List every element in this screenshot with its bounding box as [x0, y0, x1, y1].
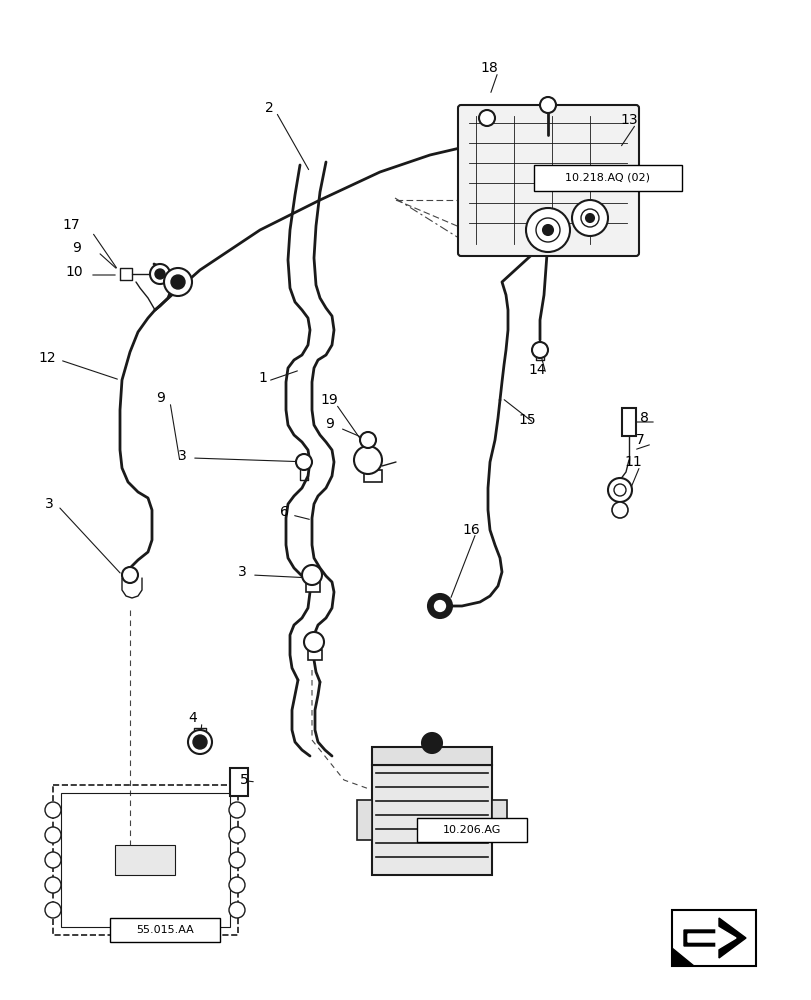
Text: 1: 1 — [258, 371, 267, 385]
Text: 10.206.AG: 10.206.AG — [442, 825, 500, 835]
Bar — [230, 768, 247, 796]
Circle shape — [611, 502, 627, 518]
Circle shape — [581, 209, 599, 227]
Circle shape — [45, 852, 61, 868]
Circle shape — [155, 269, 165, 279]
Text: 3: 3 — [178, 449, 187, 463]
Circle shape — [45, 902, 61, 918]
Circle shape — [45, 877, 61, 893]
Circle shape — [531, 342, 547, 358]
Bar — [491, 800, 506, 840]
Circle shape — [427, 594, 452, 618]
Circle shape — [122, 567, 138, 583]
Circle shape — [45, 827, 61, 843]
Circle shape — [229, 902, 245, 918]
Text: 2: 2 — [264, 101, 273, 115]
Bar — [417, 818, 526, 842]
Circle shape — [539, 97, 556, 113]
Text: 55.015.AA: 55.015.AA — [136, 925, 194, 935]
Text: 7: 7 — [635, 433, 644, 447]
Bar — [306, 582, 320, 592]
Bar — [534, 165, 681, 191]
Bar — [621, 408, 635, 436]
Text: 9: 9 — [324, 417, 333, 431]
Circle shape — [543, 225, 552, 235]
Circle shape — [586, 214, 594, 222]
Text: 4: 4 — [188, 711, 196, 725]
Bar — [672, 910, 755, 966]
Circle shape — [535, 218, 560, 242]
Text: 18: 18 — [479, 61, 497, 75]
Text: 13: 13 — [620, 113, 637, 127]
Circle shape — [302, 565, 322, 585]
FancyBboxPatch shape — [457, 105, 638, 256]
Bar — [307, 650, 322, 660]
Circle shape — [354, 446, 381, 474]
Bar — [371, 765, 491, 875]
Bar — [115, 845, 175, 875]
Circle shape — [229, 877, 245, 893]
Text: 6: 6 — [280, 505, 289, 519]
Circle shape — [571, 200, 607, 236]
Circle shape — [150, 264, 169, 284]
Bar — [363, 470, 381, 482]
Text: 17: 17 — [62, 218, 79, 232]
Circle shape — [229, 852, 245, 868]
Bar — [357, 800, 371, 840]
Circle shape — [526, 208, 569, 252]
Text: 15: 15 — [517, 413, 535, 427]
Text: 9: 9 — [72, 241, 81, 255]
Polygon shape — [687, 926, 735, 950]
Text: 10.218.AQ (02): 10.218.AQ (02) — [564, 173, 650, 183]
Circle shape — [188, 730, 212, 754]
Text: 19: 19 — [320, 393, 337, 407]
Text: 8: 8 — [639, 411, 648, 425]
Text: 9: 9 — [156, 391, 165, 405]
Text: 14: 14 — [527, 363, 545, 377]
Circle shape — [613, 484, 625, 496]
Bar — [61, 793, 230, 927]
Circle shape — [478, 110, 495, 126]
Text: 10: 10 — [65, 265, 83, 279]
Circle shape — [359, 432, 375, 448]
Text: 3: 3 — [45, 497, 54, 511]
Polygon shape — [672, 948, 693, 966]
Circle shape — [164, 268, 191, 296]
Circle shape — [171, 275, 185, 289]
Circle shape — [229, 827, 245, 843]
Text: 12: 12 — [38, 351, 56, 365]
Circle shape — [607, 478, 631, 502]
Circle shape — [229, 802, 245, 818]
Text: 16: 16 — [461, 523, 479, 537]
Bar — [371, 747, 491, 765]
Text: 11: 11 — [623, 455, 641, 469]
Text: 5: 5 — [240, 773, 248, 787]
Circle shape — [296, 454, 311, 470]
Circle shape — [303, 632, 324, 652]
Polygon shape — [683, 918, 745, 958]
Text: 3: 3 — [238, 565, 247, 579]
Circle shape — [432, 599, 446, 613]
Bar — [53, 785, 238, 935]
Circle shape — [193, 735, 207, 749]
Circle shape — [422, 733, 441, 753]
Circle shape — [45, 802, 61, 818]
Bar — [109, 918, 220, 942]
